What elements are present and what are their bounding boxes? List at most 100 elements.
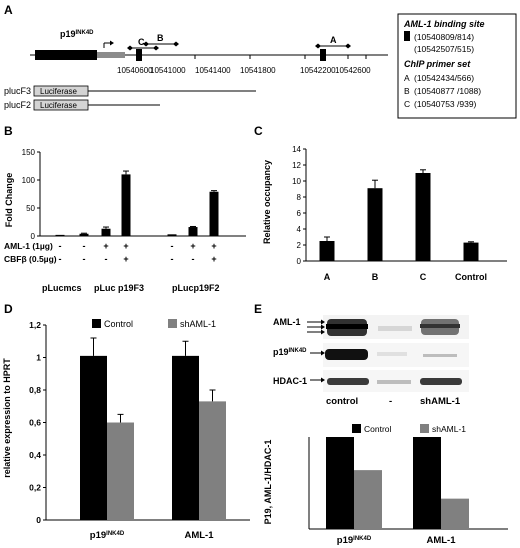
chart-c-ytick-label: 12 (292, 161, 301, 170)
band-aml1-shaml1-core (420, 324, 460, 328)
legend-primer-title: ChIP primer set (404, 59, 471, 69)
construct-box-label-plucf2: Luciferase (40, 101, 77, 110)
legend-primer-a-label: A (404, 73, 410, 83)
chart-b-condition-mark: + (211, 241, 216, 251)
chart-e: P19, AML-1/HDAC-1 p19INK4D AML-1 Control sh… (263, 424, 508, 546)
chart-c-ytick-label: 0 (297, 257, 302, 266)
chart-c-ylabel: Relative occupancy (262, 160, 272, 244)
chart-e-legend-swatch (352, 424, 361, 433)
chart-d-legend-swatch (92, 319, 101, 328)
legend-primer-c-label: C (404, 99, 410, 109)
panel-label-d: D (4, 302, 13, 316)
chart-e-ylabel: P19, AML-1/HDAC-1 (263, 440, 273, 525)
chart-d-ytick-label: 0,6 (29, 418, 41, 428)
chart-d-legend-label: Control (104, 319, 133, 329)
chart-e-bar (413, 437, 441, 529)
primer-c-end-left (127, 45, 133, 51)
chart-d-ytick-label: 0 (36, 515, 41, 525)
primer-c-end-right (153, 45, 159, 51)
band-p19-shaml1 (423, 354, 457, 357)
chart-b-condition-mark: + (123, 254, 128, 264)
chart-b-condition-mark: + (211, 254, 216, 264)
primer-b-end-right (173, 41, 179, 47)
chart-d-ytick-label: 0,8 (29, 385, 41, 395)
chart-e-legend-swatch (420, 424, 429, 433)
chart-d-bar (199, 401, 226, 520)
legend-box: AML-1 binding site (10540809/814) (10542… (397, 13, 517, 119)
chart-b-group-pLucp19F3: pLuc p19F3 (94, 283, 144, 293)
chart-b: Fold Change AML-1 (1µg) CBFβ (0.5µg) pLu… (4, 148, 246, 293)
chart-d-category-label: p19INK4D (90, 530, 125, 541)
band-hdac1-minus (377, 380, 411, 384)
arrow-hdac1-icon (321, 377, 325, 383)
panel-label-b: B (4, 124, 13, 138)
exon-black (35, 50, 97, 60)
chart-c-category-label: Control (455, 272, 487, 282)
chart-b-condition-mark: - (192, 254, 195, 264)
chart-b-bar (188, 227, 198, 236)
primer-b-label: B (157, 33, 164, 43)
band-aml1-minus (378, 326, 412, 331)
chart-d-ytick-label: 0,2 (29, 483, 41, 493)
construct-name-plucf3: plucF3 (4, 86, 31, 96)
legend-primer-b-range: (10540877 /1088) (414, 86, 481, 96)
arrow-aml1-1-icon (321, 319, 325, 325)
lane-label-control: control (326, 396, 358, 407)
arrow-aml1-2-icon (321, 324, 325, 330)
blot-label-p19: p19INK4D (273, 347, 307, 357)
chart-b-ytick-label: 150 (22, 148, 36, 157)
exon-grey (97, 52, 125, 58)
chart-e-category-label: p19INK4D (337, 535, 372, 546)
chart-b-bar (167, 234, 177, 236)
chart-b-condition-mark: - (171, 241, 174, 251)
chart-b-ytick-label: 50 (26, 204, 35, 213)
chart-c: Relative occupancy 0 2 4 6 8 10 12 14 A B C Control (262, 145, 507, 282)
chart-c-ytick-label: 8 (297, 193, 302, 202)
blot-label-aml1: AML-1 (273, 317, 301, 327)
band-aml1-control-core (326, 324, 368, 329)
chart-c-ytick-label: 6 (297, 209, 302, 218)
chart-b-bar (209, 191, 219, 236)
chart-b-condition-mark: + (103, 241, 108, 251)
chart-c-category-label: C (420, 272, 427, 282)
legend-binding-site-2: (10542507/515) (414, 44, 474, 54)
coord-label: 10540600 (117, 66, 153, 75)
legend-primer-b-label: B (404, 86, 410, 96)
chart-d-bar (172, 355, 199, 520)
chart-c-bar (415, 173, 431, 261)
coord-label: 10541400 (195, 66, 231, 75)
chart-d: relative expression to HPRT 0 0,2 0,4 0,6 0,… (2, 319, 250, 541)
primer-c-label: C (138, 37, 145, 47)
primer-b-end-left (143, 41, 149, 47)
legend-frame (397, 13, 517, 119)
chart-c-ytick-label: 14 (292, 145, 301, 154)
legend-binding-icon (404, 31, 410, 41)
chart-c-category-label: B (372, 272, 379, 282)
chart-c-ytick-label: 2 (297, 241, 302, 250)
chart-e-category-label: AML-1 (426, 535, 456, 546)
legend-binding-site-1: (10540809/814) (414, 32, 474, 42)
coord-label: 10541000 (150, 66, 186, 75)
chart-e-bar (326, 437, 354, 529)
band-hdac1-shaml1 (420, 378, 462, 385)
band-p19-minus (377, 352, 407, 356)
chart-b-condition-mark: - (59, 241, 62, 251)
blot-arrows (307, 319, 325, 383)
coord-label: 10542600 (335, 66, 371, 75)
binding-site-2 (320, 49, 326, 61)
arrow-aml1-3-icon (321, 329, 325, 335)
binding-site-1 (136, 49, 142, 61)
arrow-p19-icon (321, 350, 325, 356)
chart-b-condition-mark: + (190, 241, 195, 251)
chart-c-ytick-label: 10 (292, 177, 301, 186)
chart-c-category-label: A (324, 272, 331, 282)
panel-label-c: C (254, 124, 263, 138)
construct-box-label-plucf3: Luciferase (40, 87, 77, 96)
chart-d-ytick-label: 1 (36, 353, 41, 363)
lane-label-minus: - (389, 396, 392, 407)
coord-label: 10541800 (240, 66, 276, 75)
chart-b-bar (79, 233, 89, 236)
chart-d-ylabel: relative expression to HPRT (2, 358, 12, 478)
coord-label: 10542200 (300, 66, 336, 75)
